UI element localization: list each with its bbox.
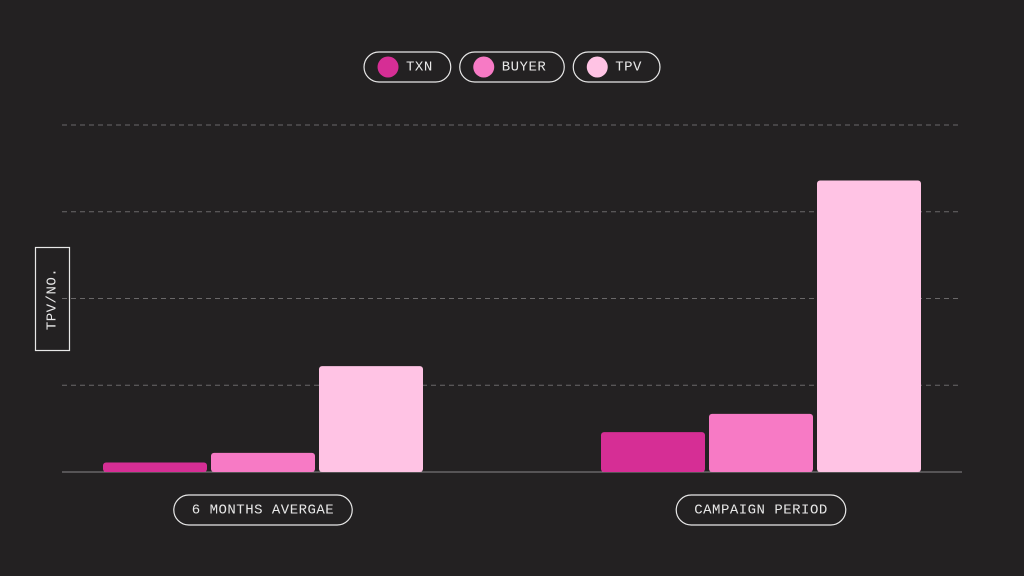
legend-label: BUYER (502, 60, 547, 76)
legend-pill (459, 51, 565, 83)
bar (211, 452, 315, 472)
legend-label: TPV (615, 60, 642, 76)
bar (319, 366, 423, 472)
y-label-box (34, 246, 71, 352)
legend-swatch (586, 56, 608, 78)
legend-pill (363, 51, 452, 83)
legend-swatch (377, 56, 399, 78)
category-label: 6 MONTHS AVERGAE (192, 503, 334, 519)
bar (103, 462, 207, 472)
legend-label: TXN (406, 60, 433, 76)
legend-swatch (473, 56, 495, 78)
category-pill (675, 494, 847, 526)
legend-pill (572, 51, 661, 83)
category-label: CAMPAIGN PERIOD (694, 503, 828, 519)
category-pill (173, 494, 353, 526)
bar (601, 432, 705, 472)
bar (709, 413, 813, 472)
y-axis-label: TPV/NO. (45, 268, 61, 330)
bar (817, 180, 921, 472)
